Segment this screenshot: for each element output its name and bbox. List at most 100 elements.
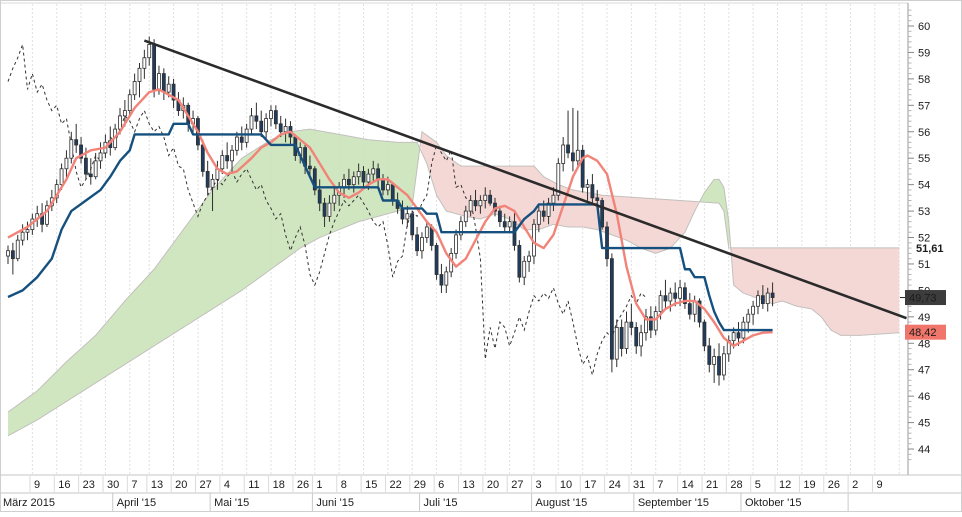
week-day-label: 13 — [463, 479, 475, 491]
tenkan-badge-text: 48,42 — [909, 327, 937, 339]
candle-up — [483, 194, 488, 201]
candle-down — [205, 171, 210, 188]
candle-up — [712, 356, 717, 365]
week-day-label: 3 — [536, 479, 542, 491]
candle-up — [118, 115, 122, 130]
candle-up — [527, 255, 531, 262]
candle-up — [25, 229, 30, 233]
candle-up — [64, 157, 69, 170]
month-label: März 2015 — [3, 497, 55, 509]
candle-up — [405, 213, 410, 220]
candle-down — [605, 226, 609, 260]
candle-up — [351, 176, 356, 186]
candle-up — [424, 226, 429, 238]
candle-down — [595, 197, 600, 201]
candle-up — [751, 305, 756, 315]
candle-down — [254, 115, 259, 122]
candle-up — [15, 239, 20, 260]
candle-down — [770, 292, 775, 298]
month-label: Juli '15 — [424, 497, 458, 509]
week-day-label: 12 — [779, 479, 791, 491]
candle-up — [45, 205, 49, 225]
candle-up — [575, 149, 580, 162]
candle-up — [366, 173, 371, 183]
week-day-label: 19 — [803, 479, 815, 491]
trend-line — [143, 39, 907, 320]
candle-up — [522, 260, 527, 278]
week-day-label: 5 — [755, 479, 761, 491]
candle-up — [536, 210, 541, 225]
month-label: Mai '15 — [214, 497, 249, 509]
candle-down — [634, 327, 639, 347]
candle-up — [249, 115, 254, 130]
week-day-label: 27 — [511, 479, 523, 491]
candle-down — [707, 345, 712, 365]
candle-up — [132, 81, 137, 96]
candle-down — [697, 300, 702, 323]
candle-up — [122, 110, 127, 117]
y-axis-label: 46 — [918, 391, 930, 403]
candle-up — [746, 313, 751, 323]
y-axis-label: 47 — [918, 365, 930, 377]
y-axis-label: 49 — [918, 312, 930, 324]
candle-up — [385, 184, 390, 191]
candle-up — [137, 67, 142, 82]
candle-up — [444, 271, 449, 286]
week-day-label: 18 — [273, 479, 285, 491]
y-axis[interactable]: 444546474849505152535455565758596051,614… — [900, 3, 946, 475]
candle-up — [678, 287, 682, 299]
plot-area[interactable] — [0, 3, 908, 475]
candle-up — [546, 202, 551, 217]
candle-up — [147, 44, 152, 59]
y-axis-label: 56 — [918, 127, 930, 139]
candle-down — [361, 171, 366, 183]
candle-up — [459, 221, 463, 236]
candle-down — [346, 178, 351, 186]
month-label: April '15 — [117, 497, 156, 509]
candle-up — [332, 194, 337, 204]
candle-up — [561, 144, 566, 164]
candle-down — [609, 258, 614, 360]
candle-up — [356, 171, 361, 178]
candle-up — [765, 292, 770, 305]
tenkan-value-badge: 48,42 — [905, 324, 946, 340]
week-day-label: 24 — [609, 479, 621, 491]
candle-down — [273, 110, 278, 125]
candle-up — [478, 200, 483, 207]
candle-down — [512, 221, 517, 246]
week-day-label: 20 — [487, 479, 499, 491]
candle-up — [6, 250, 10, 257]
candle-down — [473, 200, 478, 207]
senkou-b-value-label: 51,61 — [916, 243, 944, 255]
candle-down — [317, 189, 322, 204]
y-axis-label: 48 — [918, 338, 930, 350]
candle-up — [585, 184, 590, 188]
candle-down — [488, 194, 493, 204]
candle-down — [171, 83, 176, 101]
candle-up — [283, 126, 288, 133]
candle-up — [166, 83, 171, 93]
candle-down — [566, 144, 570, 154]
candle-down — [225, 155, 230, 162]
month-label: September '15 — [638, 497, 709, 509]
week-day-label: 8 — [341, 479, 347, 491]
week-day-label: 21 — [706, 479, 718, 491]
candle-up — [463, 210, 468, 223]
month-label: Juni '15 — [316, 497, 354, 509]
y-axis-label: 52 — [918, 233, 930, 245]
x-axis[interactable]: 9 16 23 30 7 13 20 27 4 11 18 26 1 8 15 22 29 6 13 20 27 3 10 1… — [0, 474, 962, 511]
candle-up — [454, 234, 458, 254]
week-day-label: 27 — [200, 479, 212, 491]
candlesticks — [6, 36, 775, 386]
candle-down — [308, 165, 312, 170]
candle-up — [244, 128, 249, 143]
candle-down — [683, 287, 687, 305]
y-axis-label: 59 — [918, 47, 930, 59]
candle-up — [142, 57, 147, 69]
week-day-label: 9 — [876, 479, 882, 491]
candle-down — [648, 316, 653, 331]
candle-up — [624, 321, 629, 349]
candle-down — [74, 139, 79, 146]
last-price-badge-text: 49,73 — [909, 293, 937, 305]
